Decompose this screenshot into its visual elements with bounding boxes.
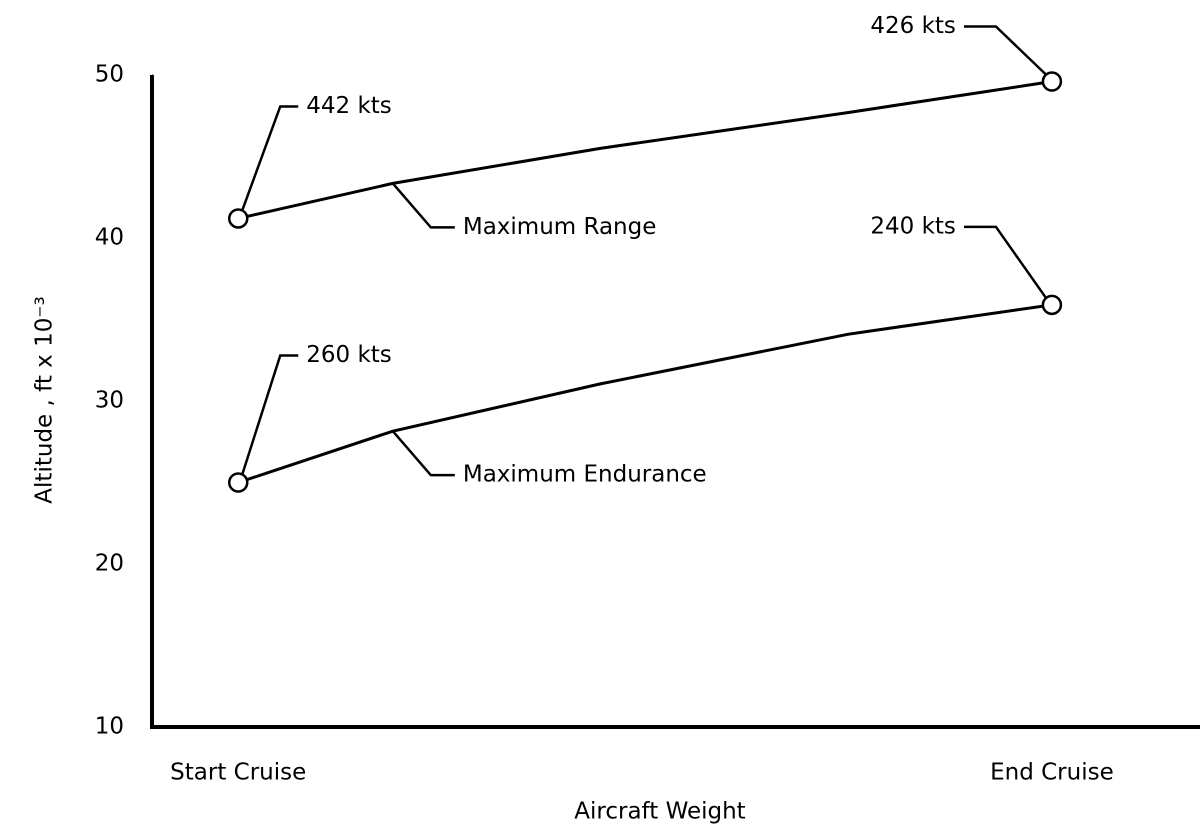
- series-label: Maximum Range: [463, 214, 657, 240]
- point-marker: [1041, 294, 1063, 316]
- point-marker: [227, 472, 249, 493]
- leader-line: [241, 105, 299, 211]
- leader-line: [391, 182, 455, 229]
- point-label: 260 kts: [306, 342, 392, 368]
- y-axis-label: Altitude , ft x 10⁻³: [32, 296, 58, 503]
- point-marker: [227, 208, 249, 229]
- leader-line: [391, 430, 455, 477]
- line: [237, 303, 1053, 484]
- point-label: 442 kts: [306, 93, 392, 119]
- leader-line: [963, 225, 1047, 299]
- line: [237, 80, 1053, 220]
- x-tick-label: End Cruise: [990, 760, 1114, 786]
- x-tick-label: Start Cruise: [170, 760, 306, 786]
- y-tick-label: 50: [95, 62, 124, 88]
- point-label: 426 kts: [870, 13, 956, 39]
- leader-line: [963, 25, 1047, 76]
- y-tick-label: 10: [95, 714, 124, 740]
- y-tick-label: 40: [95, 225, 124, 251]
- point-marker: [1041, 71, 1063, 92]
- point-label: 240 kts: [870, 213, 956, 239]
- series-label: Maximum Endurance: [463, 462, 707, 488]
- x-axis-label: Aircraft Weight: [574, 799, 745, 825]
- y-tick-label: 30: [95, 388, 124, 414]
- y-tick-label: 20: [95, 551, 124, 577]
- leader-line: [241, 354, 299, 475]
